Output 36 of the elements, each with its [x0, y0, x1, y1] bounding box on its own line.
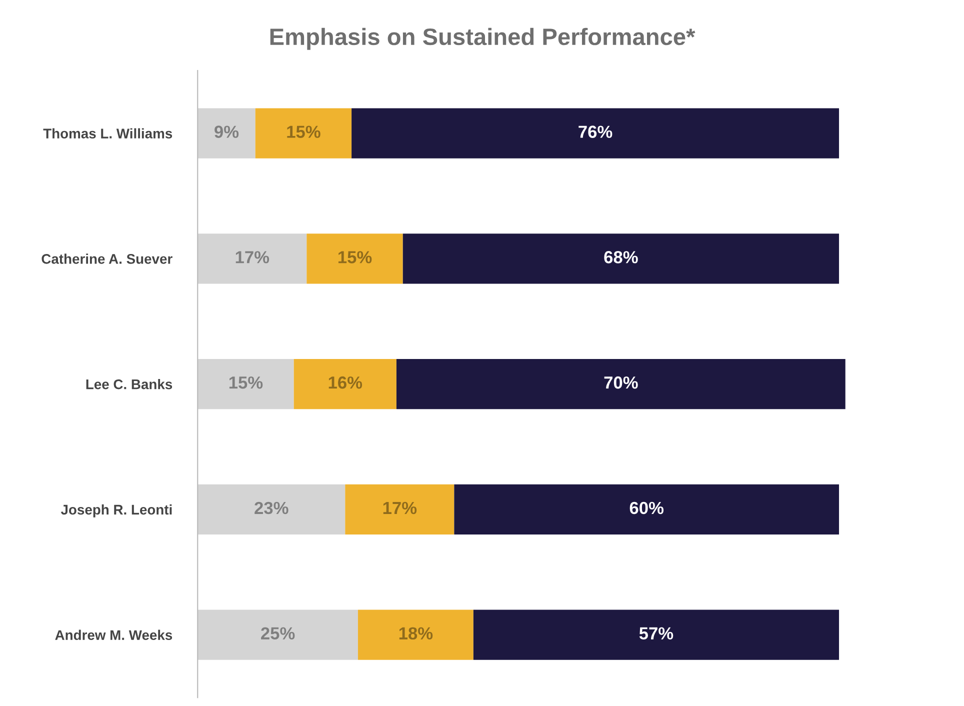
data-label: 70% — [604, 376, 638, 389]
bar — [358, 610, 474, 660]
data-label: 16% — [328, 376, 362, 389]
data-label: 76% — [578, 126, 612, 138]
data-label: 25% — [261, 627, 295, 640]
data-label: 68% — [604, 251, 638, 264]
data-label: 18% — [399, 627, 433, 640]
data-label: 15% — [287, 126, 320, 138]
data-label: 15% — [338, 251, 372, 264]
bar — [198, 108, 256, 158]
bar — [352, 108, 840, 158]
data-label: 15% — [229, 376, 263, 389]
data-label: 17% — [383, 502, 417, 514]
bar — [198, 234, 307, 284]
y-tick-label: Thomas L. Williams — [43, 128, 172, 138]
bar — [402, 234, 840, 284]
y-tick-label: Catherine A. Suever — [42, 254, 172, 264]
bar — [255, 108, 352, 158]
data-label: 9% — [214, 126, 239, 138]
bar — [454, 484, 840, 535]
data-label: 60% — [630, 502, 664, 514]
data-label: 57% — [639, 627, 674, 640]
bar — [294, 358, 396, 410]
y-tick-label: Joseph R. Leonti — [60, 504, 172, 518]
bar — [396, 358, 846, 410]
data-label: 17% — [236, 251, 270, 264]
y-tick-label: Lee C. Banks — [86, 379, 172, 390]
bar — [198, 358, 294, 410]
data-label: 23% — [254, 502, 288, 514]
bar — [345, 484, 454, 535]
bar — [198, 610, 358, 660]
y-tick-label: Andrew M. Weeks — [55, 630, 172, 640]
chart-title: Emphasis on Sustained Performance* — [270, 28, 696, 50]
bar — [198, 484, 346, 535]
bar — [306, 234, 403, 284]
bar — [473, 610, 840, 660]
